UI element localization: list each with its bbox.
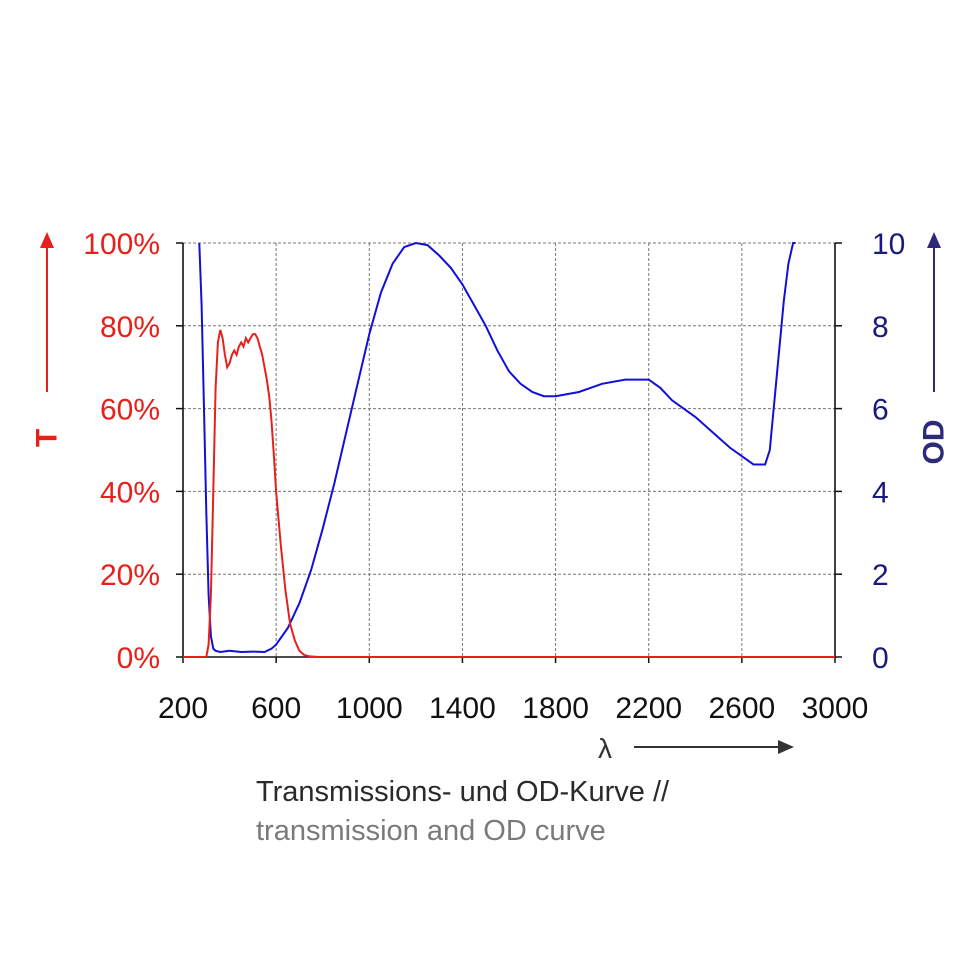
y-left-tick-label: 40%	[100, 476, 160, 509]
x-tick-label: 1400	[429, 692, 496, 725]
caption-german: Transmissions- und OD-Kurve //	[256, 776, 670, 808]
x-tick-label: 2600	[708, 692, 775, 725]
x-tick-label: 1000	[336, 692, 403, 725]
t-axis-arrowhead	[40, 232, 54, 248]
y-right-tick-label: 0	[872, 642, 889, 675]
od-series-line	[198, 241, 796, 654]
x-tick-label: 200	[158, 692, 208, 725]
y-left-tick-label: 20%	[100, 559, 160, 592]
y-right-tick-label: 8	[872, 311, 889, 344]
caption-english: transmission and OD curve	[256, 815, 606, 847]
x-axis-label: λ	[598, 733, 612, 764]
transmission-series-line	[183, 329, 835, 658]
t-axis-label: T	[31, 429, 64, 447]
od-axis-arrowhead	[927, 232, 941, 248]
od-axis-label: OD	[918, 420, 951, 465]
lambda-arrowhead	[778, 740, 794, 754]
y-left-tick-label: 0%	[117, 642, 160, 675]
tick-labels: 200 600 1000 1400 1800 2200 2600 3000 0% 0 20% 2 40%…	[83, 228, 905, 725]
x-tick-label: 2200	[615, 692, 682, 725]
x-tick-label: 1800	[522, 692, 589, 725]
grid-lines	[183, 242, 835, 658]
y-left-tick-label: 60%	[100, 394, 160, 427]
y-right-tick-label: 6	[872, 394, 889, 427]
y-left-tick-label: 80%	[100, 311, 160, 344]
y-right-tick-label: 2	[872, 559, 889, 592]
y-right-tick-label: 4	[872, 476, 889, 509]
y-left-tick-label: 100%	[83, 228, 160, 261]
y-right-tick-label: 10	[872, 228, 905, 261]
x-tick-label: 600	[251, 692, 301, 725]
x-tick-label: 3000	[802, 692, 869, 725]
